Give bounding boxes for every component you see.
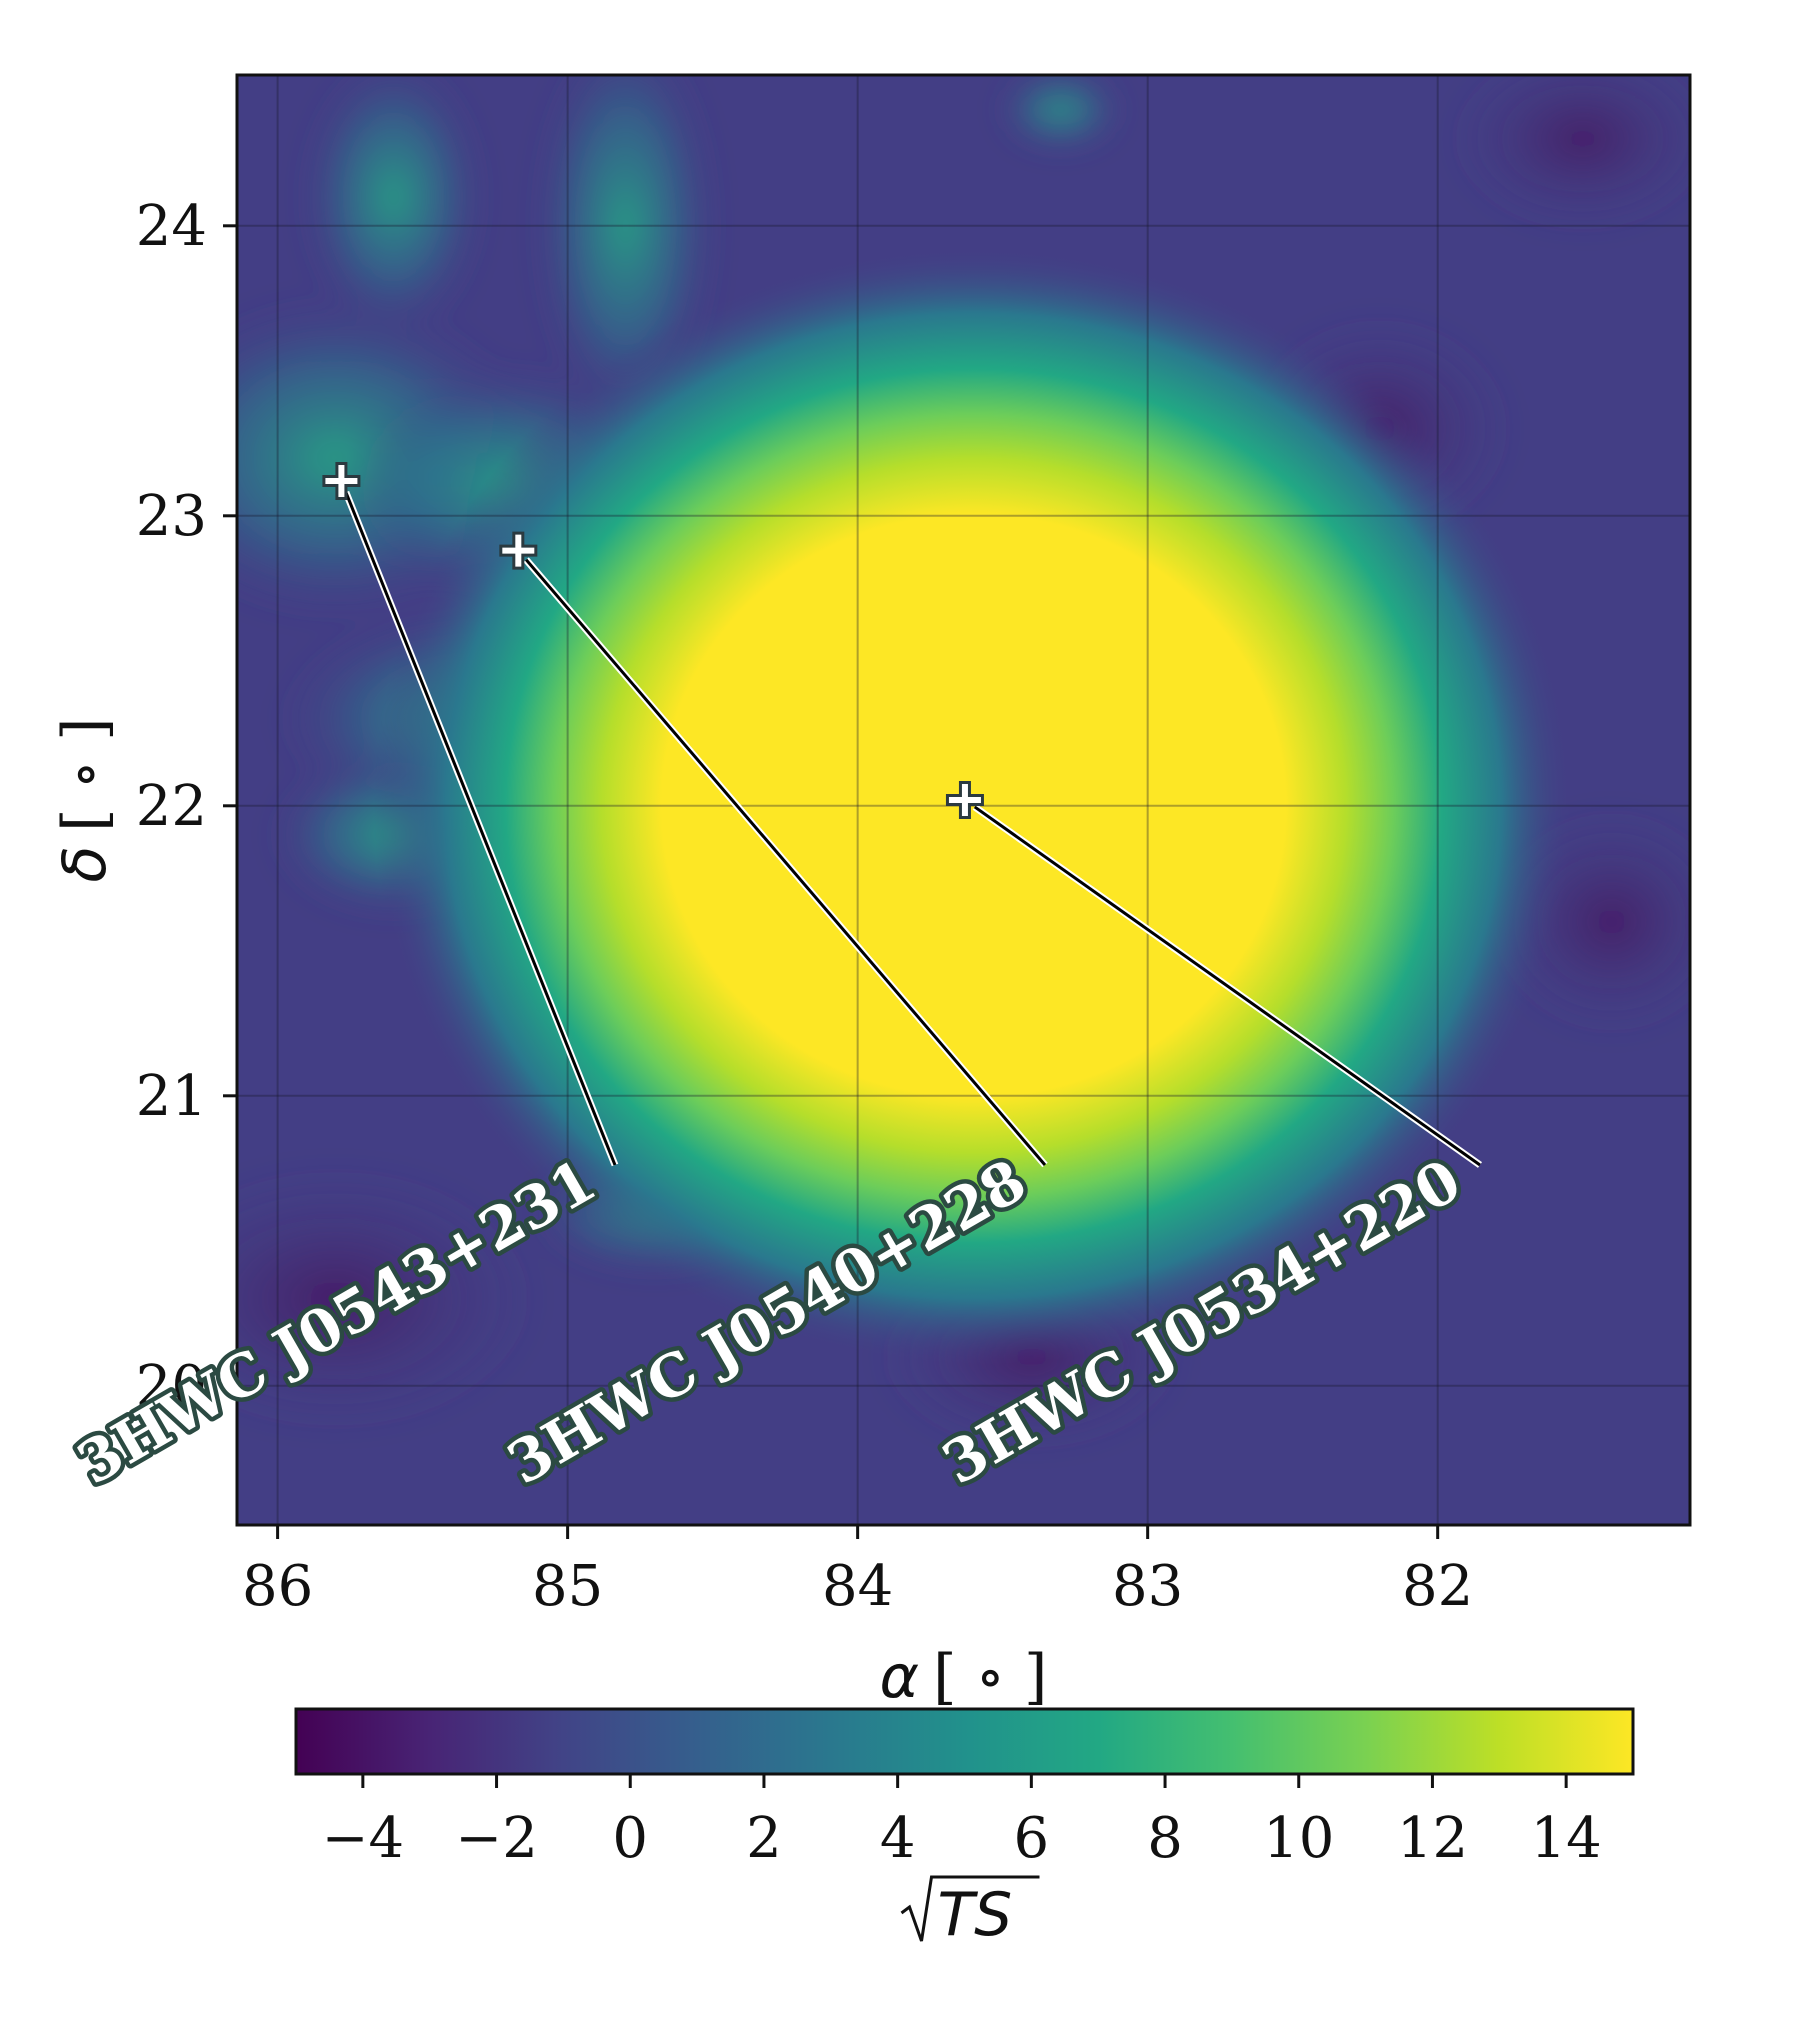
plot-frame [235,73,1692,1527]
colorbar-tick-label: 2 [746,1806,782,1871]
colorbar [294,1707,1635,1776]
y-axis-ticks: 20 21 22 23 24 [136,194,237,1419]
source-marker [325,465,358,497]
y-tick-label: 21 [136,1064,207,1129]
deficit-patch [1452,75,1690,229]
leader-line [344,491,617,1166]
y-tick-label: 22 [136,774,207,839]
grid [237,75,1690,1525]
colorbar-label-text: TS [938,1880,1013,1950]
colorbar-tick-label: 12 [1397,1806,1468,1871]
leader-line [524,558,1047,1166]
deficit-patch [237,1168,536,1429]
y-tick-label: 24 [136,194,207,259]
y-tick-label: 20 [136,1354,207,1419]
x-tick-label: 86 [242,1554,313,1619]
colorbar-tick-label: 10 [1263,1806,1334,1871]
y-tick-label: 23 [136,484,207,549]
colorbar-label: TS [900,1875,1040,1950]
emission-patch [303,75,484,337]
x-axis-ticks: 86 85 84 83 82 [242,1525,1473,1619]
x-tick-label: 84 [822,1554,893,1619]
colorbar-tick-label: 6 [1014,1806,1050,1871]
x-tick-label: 82 [1402,1554,1473,1619]
x-axis-unit: [ ∘ ] [933,1642,1047,1712]
source-marker [502,534,535,567]
colorbar-tick-label: −2 [455,1806,538,1871]
source-marker [948,784,981,816]
y-axis-label: δ [ ∘ ] [50,717,120,882]
colorbar-tick-label: −4 [322,1806,405,1871]
x-axis-symbol: α [880,1642,920,1712]
colorbar-tick-label: 14 [1531,1806,1602,1871]
colorbar-tick-label: 4 [880,1806,916,1871]
colorbar-tick-label: 8 [1147,1806,1183,1871]
x-axis-label: α[ ∘ ] [880,1642,1048,1712]
x-tick-label: 85 [532,1554,603,1619]
colorbar-ticks: −4 −2 0 2 4 6 8 10 12 14 [322,1774,1602,1871]
leader-line [973,805,1481,1167]
colorbar-tick-label: 0 [612,1806,648,1871]
emission-patch [1000,75,1121,150]
y-axis-unit: [ ∘ ] [50,717,120,831]
y-axis-symbol: δ [50,846,120,883]
sqrt-sign-icon [900,1875,1040,1942]
x-tick-label: 83 [1112,1554,1183,1619]
